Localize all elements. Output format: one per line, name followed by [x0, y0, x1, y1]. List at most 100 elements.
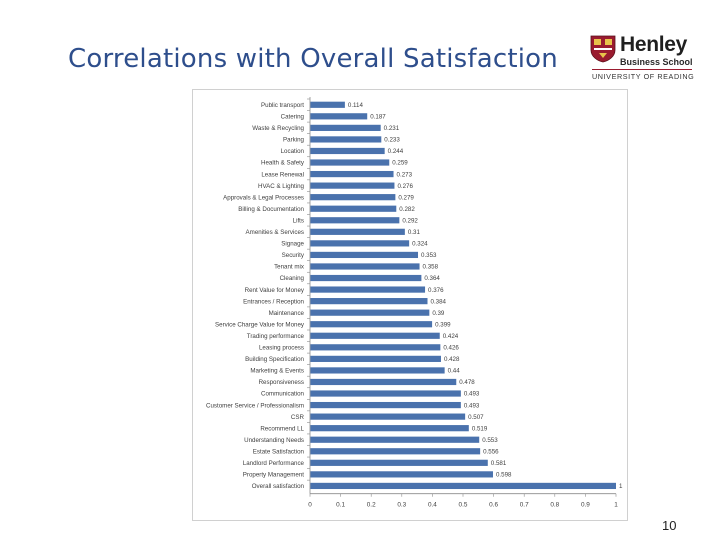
data-label: 1	[619, 483, 623, 490]
category-label: Customer Service / Professionalism	[206, 402, 304, 409]
data-label: 0.376	[428, 287, 444, 294]
category-label: Public transport	[261, 102, 304, 109]
bar	[310, 205, 397, 212]
data-label: 0.39	[432, 310, 445, 317]
data-label: 0.556	[483, 448, 499, 455]
data-label: 0.292	[402, 217, 418, 224]
bar	[310, 425, 469, 432]
category-label: Building Specification	[245, 356, 304, 363]
data-label: 0.31	[408, 229, 421, 236]
data-label: 0.358	[423, 264, 439, 271]
logo-university: UNIVERSITY OF READING	[592, 72, 695, 81]
bar	[310, 321, 433, 328]
bar	[310, 228, 405, 235]
data-label: 0.282	[399, 206, 415, 213]
data-label: 0.231	[384, 125, 400, 132]
bar	[310, 298, 428, 305]
category-label: Overall satisfaction	[252, 483, 305, 490]
crest-icon	[590, 35, 616, 63]
data-label: 0.114	[348, 102, 364, 109]
correlation-bar-chart: Public transport 0.114 Catering 0.187 Waste …	[206, 97, 623, 509]
data-label: 0.507	[468, 414, 484, 421]
bar	[310, 286, 426, 293]
bar	[310, 367, 445, 374]
data-label: 0.478	[459, 379, 475, 386]
data-label: 0.493	[464, 402, 480, 409]
category-label: Estate Satisfaction	[253, 448, 305, 455]
category-label: Security	[282, 252, 305, 259]
data-label: 0.598	[496, 472, 512, 479]
category-label: Leasing process	[259, 345, 304, 352]
bar	[310, 182, 395, 189]
henley-logo: Henley Business School UNIVERSITY OF REA…	[586, 32, 696, 81]
bar	[310, 413, 466, 420]
data-label: 0.426	[443, 345, 459, 352]
category-label: Rent Value for Money	[245, 287, 305, 294]
x-tick-label: 0.5	[459, 502, 468, 509]
bar	[310, 355, 441, 362]
bar	[310, 170, 394, 178]
bar	[310, 124, 381, 131]
category-label: Landlord Performance	[243, 460, 305, 467]
category-label: HVAC & Lighting	[258, 183, 305, 190]
x-tick-label: 1	[614, 502, 618, 509]
logo-subtitle: Business School	[620, 57, 693, 67]
category-label: Communication	[261, 391, 305, 398]
data-label: 0.424	[443, 333, 459, 340]
category-label: Entrances / Reception	[243, 298, 304, 305]
bar	[310, 240, 410, 247]
bar	[310, 263, 420, 270]
data-label: 0.259	[392, 160, 408, 167]
bar	[310, 448, 481, 455]
slide-title: Correlations with Overall Satisfaction	[68, 44, 558, 74]
category-label: Maintenance	[269, 310, 305, 317]
bar	[310, 309, 430, 316]
data-label: 0.276	[397, 183, 413, 190]
bar	[310, 113, 368, 120]
x-tick-label: 0.4	[428, 502, 437, 509]
bar	[310, 482, 616, 490]
logo-name: Henley	[620, 33, 688, 56]
category-label: Approvals & Legal Processes	[223, 194, 304, 201]
bar	[310, 436, 480, 443]
category-label: Lease Renewal	[261, 171, 304, 178]
data-label: 0.244	[388, 148, 404, 155]
category-label: Cleaning	[280, 275, 305, 282]
bar	[310, 378, 457, 386]
category-label: Health & Safety	[261, 160, 305, 167]
chart-frame: Public transport 0.114 Catering 0.187 Waste …	[192, 89, 628, 521]
category-label: Understanding Needs	[244, 437, 304, 444]
category-label: Lifts	[293, 217, 304, 224]
category-label: Location	[281, 148, 305, 155]
bar	[310, 471, 493, 478]
bar	[310, 217, 400, 224]
data-label: 0.324	[412, 241, 428, 248]
data-label: 0.581	[491, 460, 507, 467]
category-label: Waste & Recycling	[252, 125, 304, 132]
data-label: 0.493	[464, 391, 480, 398]
bar	[310, 390, 461, 397]
category-label: Catering	[281, 114, 305, 121]
bar	[310, 136, 382, 143]
x-tick-label: 0.1	[336, 502, 345, 509]
x-tick-label: 0.3	[397, 502, 406, 509]
data-label: 0.399	[435, 321, 451, 328]
category-label: Marketing & Events	[250, 368, 304, 375]
data-label: 0.273	[397, 171, 413, 178]
category-label: Tenant mix	[274, 264, 305, 271]
x-tick-label: 0.7	[520, 502, 529, 509]
category-label: Signage	[281, 241, 304, 248]
bar	[310, 459, 488, 466]
category-label: Amenities & Services	[246, 229, 304, 236]
category-label: Trading performance	[247, 333, 305, 340]
data-label: 0.233	[384, 137, 400, 144]
x-tick-label: 0.8	[550, 502, 559, 509]
data-label: 0.279	[398, 194, 414, 201]
x-tick-label: 0.9	[581, 502, 590, 509]
bar	[310, 401, 461, 409]
category-label: Recommend LL	[260, 425, 304, 432]
category-label: Parking	[283, 137, 305, 144]
data-label: 0.353	[421, 252, 437, 259]
data-label: 0.384	[431, 298, 447, 305]
x-tick-label: 0.6	[489, 502, 498, 509]
